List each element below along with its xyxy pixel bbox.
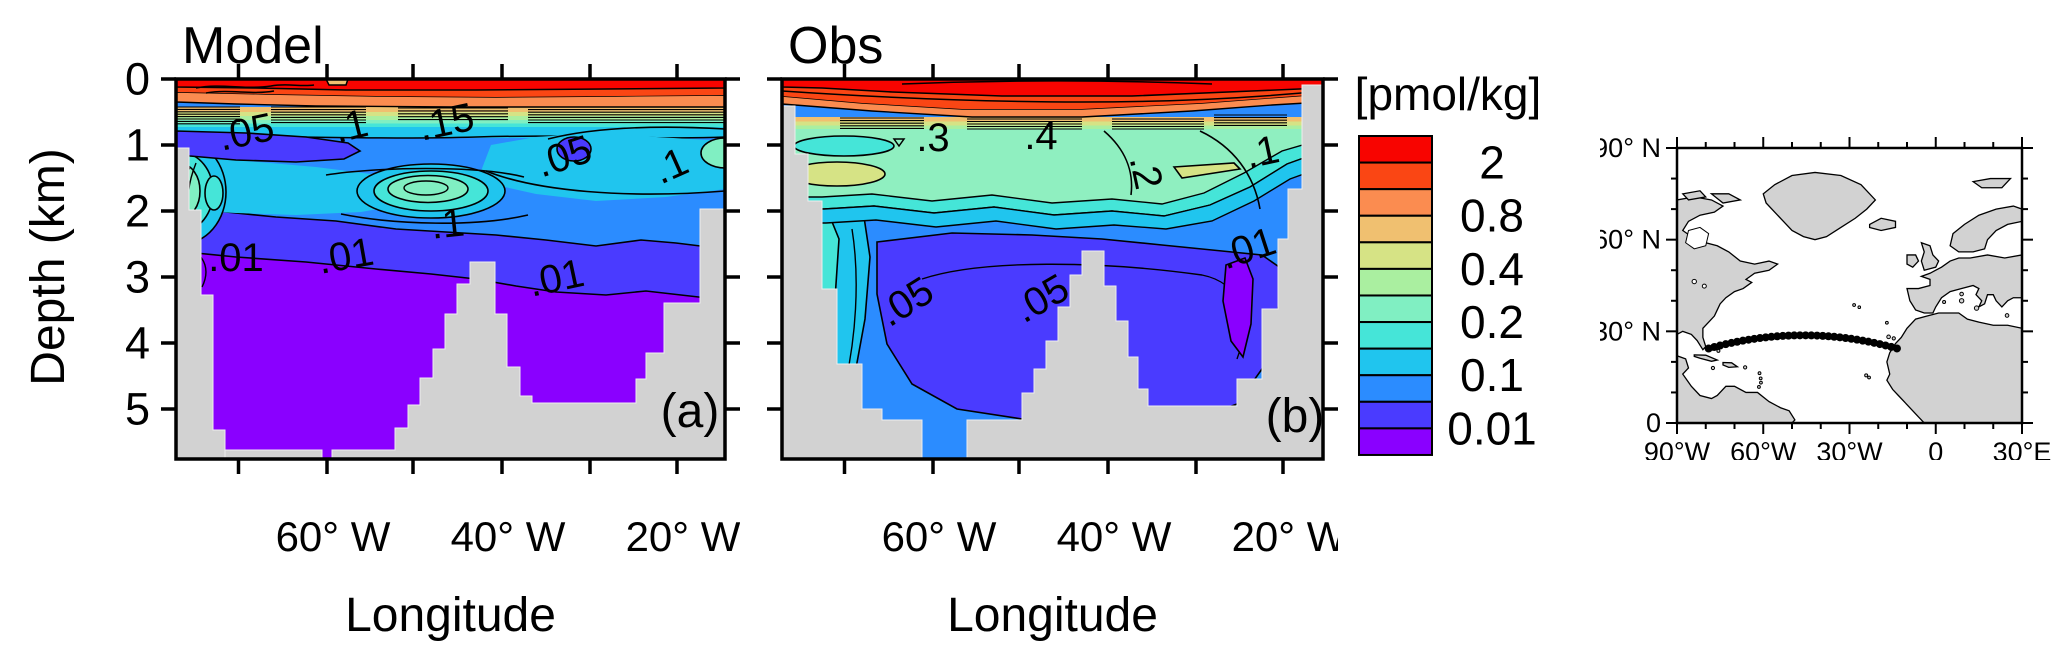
map-lat-label: 30° N [1600, 316, 1661, 346]
colorbar-tick-label: 0.8 [1460, 190, 1524, 242]
svg-text:40° W: 40° W [1057, 513, 1172, 560]
colorbar-tick-label: 0.2 [1460, 296, 1524, 348]
panel-title: Model [182, 17, 324, 75]
svg-text:0: 0 [125, 54, 150, 105]
colorbar-tick-label: 0.4 [1460, 243, 1524, 295]
map-lon-label: 30°E [1993, 437, 2052, 460]
svg-text:.1: .1 [429, 200, 467, 247]
svg-text:60° W: 60° W [882, 513, 997, 560]
svg-text:.01: .01 [315, 230, 377, 283]
svg-text:.01: .01 [208, 236, 264, 280]
svg-text:2: 2 [125, 186, 150, 237]
panel-title: Obs [788, 17, 883, 75]
svg-text:.3: .3 [916, 116, 949, 160]
svg-text:5: 5 [125, 384, 150, 435]
svg-text:3: 3 [125, 252, 150, 303]
colorbar-tick-label: 0.01 [1447, 402, 1537, 454]
colorbar-tick-label: 0.1 [1460, 349, 1524, 401]
colorbar-unit-label: [pmol/kg] [1355, 68, 1542, 120]
x-axis-label: Longitude [947, 589, 1158, 642]
map-lon-label: 90°W [1644, 437, 1711, 460]
transect-location-map: 90°W 60°W 30°W 0 30°E 90° N 60° N 30° N 0 [1600, 133, 2052, 460]
map-lat-label: 60° N [1600, 225, 1661, 255]
map-lon-label: 30°W [1816, 437, 1883, 460]
svg-text:20° W: 20° W [1232, 513, 1338, 560]
map-lat-label: 0 [1646, 408, 1661, 438]
colorbar-tick-label: 2 [1479, 137, 1505, 189]
svg-text:1: 1 [125, 120, 150, 171]
map-lat-label: 90° N [1600, 133, 1661, 163]
svg-text:20° W: 20° W [626, 513, 740, 560]
svg-text:.4: .4 [1024, 114, 1057, 158]
panel-corner-label: (a) [661, 385, 720, 438]
svg-text:60° W: 60° W [276, 513, 391, 560]
x-axis-label: Longitude [345, 589, 556, 642]
y-axis-label: Depth (km) [22, 148, 75, 385]
panel-corner-label: (b) [1266, 390, 1325, 443]
svg-text:4: 4 [125, 318, 150, 369]
map-lon-label: 0 [1928, 437, 1943, 460]
svg-text:40° W: 40° W [451, 513, 566, 560]
map-lon-label: 60°W [1730, 437, 1797, 460]
colorbar: [pmol/kg] 20.80.40.20.10.01 [1355, 68, 1542, 456]
